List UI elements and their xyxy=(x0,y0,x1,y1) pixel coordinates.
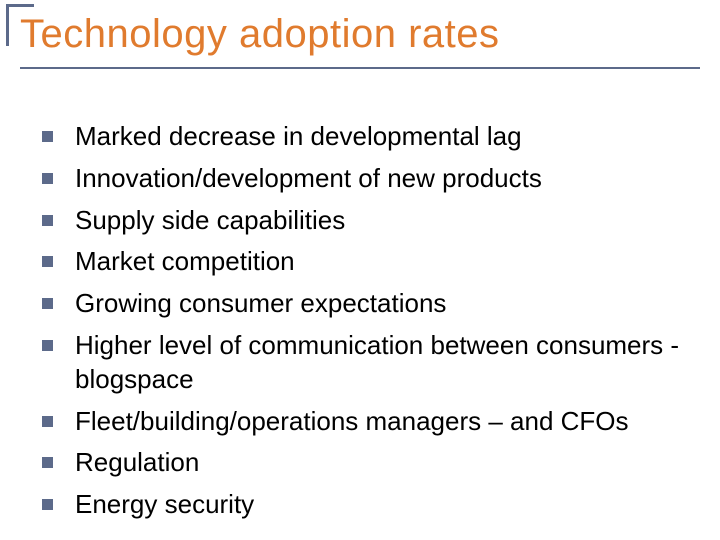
square-bullet-icon xyxy=(42,298,53,309)
list-item: Fleet/building/operations managers – and… xyxy=(42,405,690,439)
list-item: Regulation xyxy=(42,446,690,480)
list-item-text: Marked decrease in developmental lag xyxy=(75,120,522,154)
list-item-text: Regulation xyxy=(75,446,199,480)
list-item-text: Higher level of communication between co… xyxy=(75,329,690,397)
square-bullet-icon xyxy=(42,215,53,226)
corner-accent-top xyxy=(6,4,34,7)
list-item: Marked decrease in developmental lag xyxy=(42,120,690,154)
square-bullet-icon xyxy=(42,340,53,351)
square-bullet-icon xyxy=(42,256,53,267)
list-item-text: Market competition xyxy=(75,245,295,279)
list-item: Energy security xyxy=(42,488,690,522)
list-item-text: Innovation/development of new products xyxy=(75,162,542,196)
list-item: Growing consumer expectations xyxy=(42,287,690,321)
list-item: Supply side capabilities xyxy=(42,204,690,238)
bullet-list: Marked decrease in developmental lag Inn… xyxy=(42,120,690,530)
list-item-text: Growing consumer expectations xyxy=(75,287,446,321)
square-bullet-icon xyxy=(42,457,53,468)
title-container: Technology adoption rates xyxy=(20,12,700,69)
list-item-text: Supply side capabilities xyxy=(75,204,345,238)
list-item: Innovation/development of new products xyxy=(42,162,690,196)
square-bullet-icon xyxy=(42,499,53,510)
list-item-text: Fleet/building/operations managers – and… xyxy=(75,405,629,439)
list-item-text: Energy security xyxy=(75,488,254,522)
square-bullet-icon xyxy=(42,131,53,142)
list-item: Higher level of communication between co… xyxy=(42,329,690,397)
corner-accent-left xyxy=(6,4,9,46)
list-item: Market competition xyxy=(42,245,690,279)
square-bullet-icon xyxy=(42,416,53,427)
slide-title: Technology adoption rates xyxy=(20,12,700,57)
square-bullet-icon xyxy=(42,173,53,184)
